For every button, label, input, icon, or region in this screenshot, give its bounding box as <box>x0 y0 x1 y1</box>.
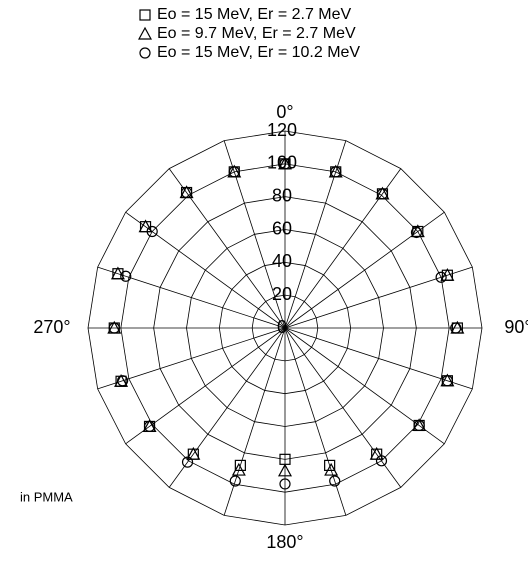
r-tick-label: 20 <box>272 284 292 304</box>
legend-label: Eo = 9.7 MeV, Er = 2.7 MeV <box>157 25 356 42</box>
marker <box>120 270 132 282</box>
theta-tick-label: 90° <box>504 317 528 337</box>
marker <box>181 456 194 468</box>
spoke <box>97 327 286 390</box>
spoke <box>284 327 445 445</box>
spoke <box>284 266 473 329</box>
marker <box>279 478 291 490</box>
spoke <box>223 327 286 516</box>
spoke <box>168 327 286 488</box>
spoke <box>125 211 286 329</box>
spoke <box>284 211 445 329</box>
spoke <box>284 327 473 390</box>
marker <box>450 322 462 334</box>
spoke <box>168 168 286 329</box>
marker <box>329 475 341 487</box>
marker <box>108 322 120 334</box>
spoke <box>284 327 402 488</box>
marker <box>324 462 339 476</box>
spoke <box>284 140 347 329</box>
spoke <box>125 327 286 445</box>
marker <box>186 446 201 460</box>
marker <box>330 166 342 178</box>
r-tick-label: 60 <box>272 218 292 238</box>
marker <box>375 455 388 467</box>
marker <box>410 226 423 239</box>
annotation: in PMMA <box>20 489 73 504</box>
legend-label: Eo = 15 MeV, Er = 2.7 MeV <box>157 6 352 23</box>
spoke <box>284 168 402 329</box>
marker <box>139 9 151 21</box>
marker <box>234 459 246 471</box>
marker <box>180 186 193 199</box>
marker <box>137 26 153 40</box>
spoke <box>97 266 286 329</box>
marker <box>324 459 336 471</box>
spoke <box>223 140 286 329</box>
marker <box>138 219 153 233</box>
marker <box>376 188 389 200</box>
theta-tick-label: 0° <box>276 102 293 122</box>
marker <box>139 47 151 59</box>
marker <box>435 271 447 283</box>
legend-label: Eo = 15 MeV, Er = 10.2 MeV <box>157 44 360 61</box>
marker <box>231 462 246 476</box>
marker <box>277 463 293 477</box>
marker <box>143 420 156 433</box>
marker <box>117 375 129 387</box>
marker <box>441 375 453 387</box>
theta-tick-label: 180° <box>266 532 303 552</box>
r-tick-label: 40 <box>272 251 292 271</box>
r-tick-label: 0 <box>277 317 287 337</box>
marker <box>279 158 291 170</box>
marker <box>229 475 241 487</box>
spoke <box>284 327 347 516</box>
marker <box>440 267 455 281</box>
r-tick-label: 120 <box>267 120 297 140</box>
marker <box>413 419 425 432</box>
theta-tick-label: 270° <box>33 317 70 337</box>
marker <box>110 266 125 280</box>
r-tick-label: 80 <box>272 185 292 205</box>
marker <box>146 225 158 238</box>
marker <box>228 166 240 178</box>
